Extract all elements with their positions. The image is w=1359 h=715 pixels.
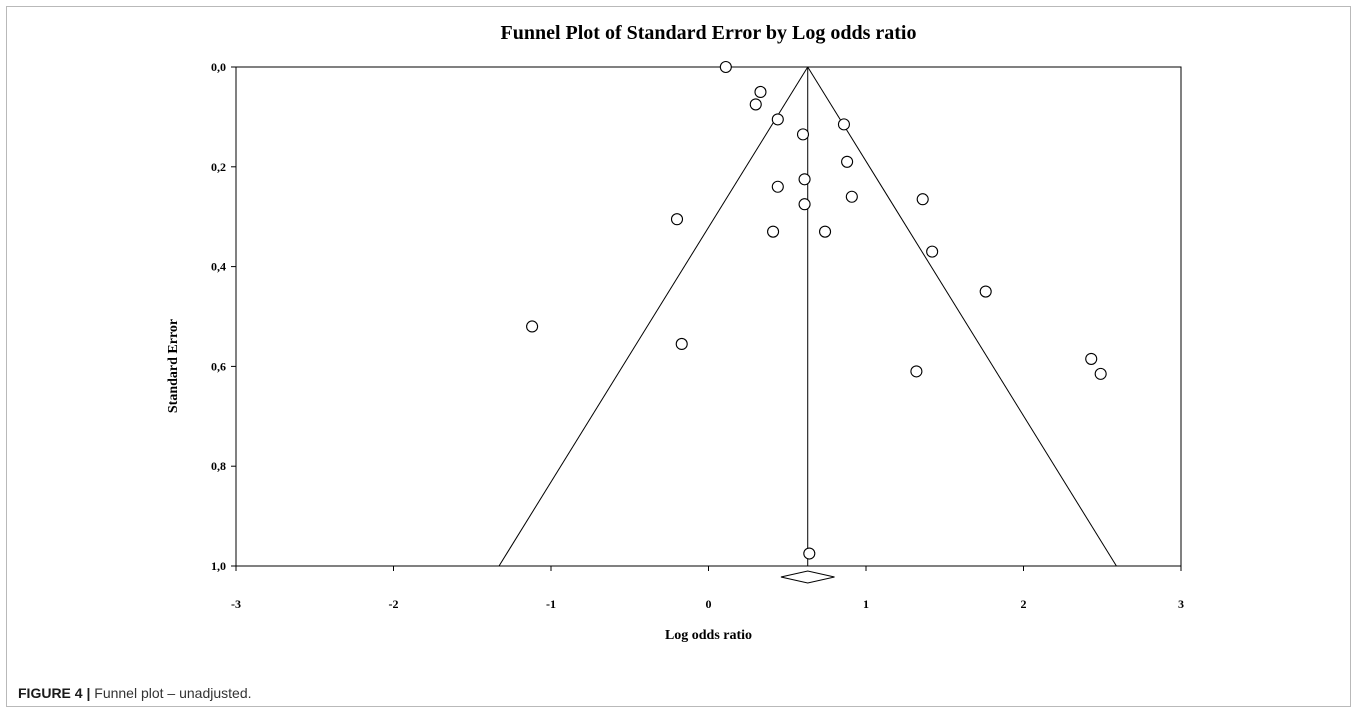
y-tick-label: 0,6: [211, 359, 226, 373]
y-tick-label: 0,8: [211, 459, 226, 473]
y-tick-label: 0,0: [211, 60, 226, 74]
pooled-estimate-diamond: [780, 570, 835, 584]
figure-label: FIGURE 4 |: [18, 685, 91, 701]
study-point: [803, 547, 816, 560]
study-point: [754, 85, 767, 98]
study-point: [910, 365, 923, 378]
study-point: [916, 193, 929, 206]
figure-caption-text: Funnel plot – unadjusted.: [94, 685, 252, 701]
study-point: [719, 60, 732, 74]
y-axis-label: Standard Error: [166, 318, 181, 414]
x-tick-label: 3: [1178, 597, 1184, 611]
study-point: [798, 198, 811, 211]
study-point: [841, 155, 854, 168]
y-tick-label: 0,4: [211, 260, 226, 274]
x-tick-label: -1: [546, 597, 556, 611]
study-point: [1085, 352, 1098, 365]
x-axis-label: Log odds ratio: [664, 628, 753, 643]
study-point: [749, 98, 762, 111]
study-point: [767, 225, 780, 238]
y-tick-label: 0,2: [211, 160, 226, 174]
figure-caption: FIGURE 4 | Funnel plot – unadjusted.: [18, 685, 252, 701]
study-point: [796, 128, 810, 141]
study-point: [670, 213, 684, 226]
study-point: [675, 337, 688, 350]
y-tick-label: 1,0: [211, 559, 226, 573]
x-tick-label: 1: [863, 597, 869, 611]
x-tick-label: -2: [389, 597, 399, 611]
study-point: [771, 113, 784, 126]
funnel-left-limit: [498, 66, 809, 567]
study-point: [818, 225, 832, 238]
study-point: [1094, 367, 1107, 380]
figure-frame: [6, 6, 1351, 707]
x-tick-label: 0: [706, 597, 712, 611]
study-point: [926, 245, 939, 258]
study-point: [798, 173, 811, 186]
study-point: [845, 190, 858, 203]
x-tick-label: 2: [1021, 597, 1027, 611]
chart-title: Funnel Plot of Standard Error by Log odd…: [500, 22, 917, 44]
study-point: [837, 118, 851, 131]
study-point: [526, 320, 539, 333]
funnel-right-limit: [807, 66, 1117, 567]
study-point: [979, 285, 992, 298]
study-point: [771, 180, 784, 193]
plot-area-border: [235, 66, 1182, 567]
x-tick-label: -3: [231, 597, 241, 611]
